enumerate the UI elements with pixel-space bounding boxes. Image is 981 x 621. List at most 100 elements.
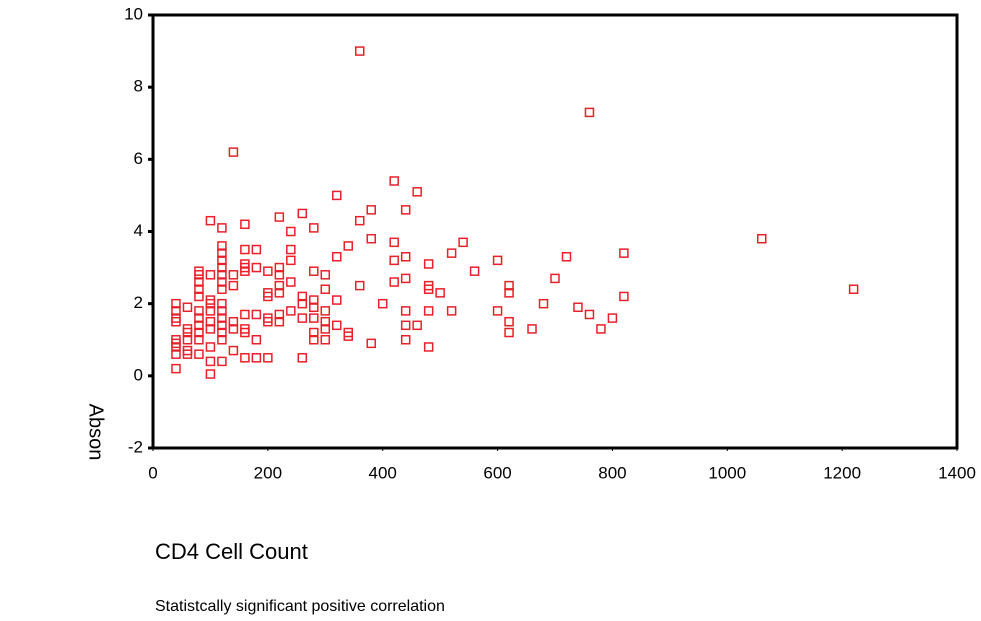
point bbox=[469, 266, 480, 276]
point bbox=[400, 335, 411, 345]
point bbox=[263, 316, 273, 327]
point bbox=[217, 320, 227, 331]
point bbox=[332, 295, 342, 305]
point bbox=[320, 306, 331, 316]
point bbox=[297, 313, 308, 323]
x-tick-label: 0 bbox=[148, 463, 157, 482]
point bbox=[366, 233, 376, 244]
point bbox=[194, 327, 204, 338]
point bbox=[205, 298, 216, 309]
point bbox=[561, 252, 572, 262]
point bbox=[297, 298, 308, 309]
point bbox=[194, 320, 204, 331]
point bbox=[194, 284, 204, 294]
point bbox=[205, 356, 216, 367]
point bbox=[309, 266, 319, 276]
point bbox=[527, 324, 537, 334]
x-tick-label: 400 bbox=[369, 463, 397, 482]
point bbox=[228, 316, 239, 327]
point bbox=[320, 270, 331, 280]
x-tick-label: 1000 bbox=[708, 463, 746, 482]
point bbox=[274, 309, 285, 320]
point bbox=[400, 205, 411, 215]
point bbox=[228, 345, 239, 356]
point bbox=[217, 313, 227, 323]
point bbox=[274, 270, 285, 280]
point bbox=[217, 306, 227, 316]
point bbox=[377, 298, 388, 309]
point bbox=[389, 277, 399, 287]
x-tick-label: 1200 bbox=[823, 463, 861, 482]
point bbox=[423, 284, 434, 294]
point bbox=[389, 176, 399, 186]
point bbox=[240, 219, 250, 230]
point bbox=[458, 237, 468, 248]
point bbox=[492, 306, 503, 316]
point bbox=[171, 363, 181, 374]
point bbox=[251, 244, 262, 255]
point bbox=[550, 273, 560, 284]
point bbox=[228, 270, 239, 280]
point bbox=[274, 280, 285, 291]
point bbox=[354, 280, 365, 291]
point bbox=[297, 291, 308, 302]
y-tick-label: 0 bbox=[134, 365, 143, 384]
point bbox=[343, 331, 354, 341]
y-axis-label: Abson bbox=[85, 404, 107, 461]
point bbox=[297, 353, 308, 363]
point bbox=[171, 306, 181, 316]
point bbox=[194, 313, 204, 323]
point bbox=[389, 237, 399, 248]
point bbox=[584, 309, 595, 320]
point bbox=[217, 248, 227, 258]
annotation: Statistcally significant positive correl… bbox=[155, 598, 445, 615]
point bbox=[274, 212, 285, 222]
point bbox=[240, 353, 250, 363]
point bbox=[228, 280, 239, 291]
point bbox=[205, 270, 216, 280]
point bbox=[217, 241, 227, 251]
point bbox=[596, 324, 606, 334]
point bbox=[309, 223, 319, 233]
point bbox=[263, 353, 273, 363]
point bbox=[504, 327, 514, 338]
y-tick-label: 8 bbox=[134, 77, 143, 96]
point bbox=[412, 187, 422, 197]
point bbox=[182, 327, 193, 338]
x-tick-label: 800 bbox=[598, 463, 626, 482]
point bbox=[309, 295, 319, 305]
y-tick-label: 4 bbox=[134, 221, 143, 240]
point bbox=[194, 349, 204, 359]
point bbox=[366, 205, 376, 215]
point bbox=[584, 107, 595, 118]
point bbox=[607, 313, 618, 323]
point bbox=[320, 316, 331, 327]
point bbox=[217, 262, 227, 273]
point bbox=[240, 244, 250, 255]
point bbox=[332, 190, 342, 201]
point bbox=[228, 147, 239, 157]
point bbox=[619, 291, 629, 302]
y-tick-label: 2 bbox=[134, 293, 143, 312]
point bbox=[205, 316, 216, 327]
point bbox=[573, 302, 583, 313]
point bbox=[274, 288, 285, 298]
point bbox=[194, 277, 204, 287]
point bbox=[263, 266, 273, 276]
point bbox=[446, 306, 457, 316]
point bbox=[217, 223, 227, 233]
point bbox=[332, 320, 342, 331]
y-tick-label: 6 bbox=[134, 149, 143, 168]
plot-frame bbox=[151, 13, 959, 450]
point bbox=[251, 262, 262, 273]
y-tick-label: -2 bbox=[128, 437, 143, 456]
point bbox=[389, 255, 399, 266]
point bbox=[320, 335, 331, 345]
point bbox=[286, 306, 296, 316]
point bbox=[217, 335, 227, 345]
point bbox=[251, 335, 262, 345]
point bbox=[240, 309, 250, 320]
point bbox=[217, 270, 227, 280]
point bbox=[423, 259, 434, 269]
point bbox=[194, 306, 204, 316]
